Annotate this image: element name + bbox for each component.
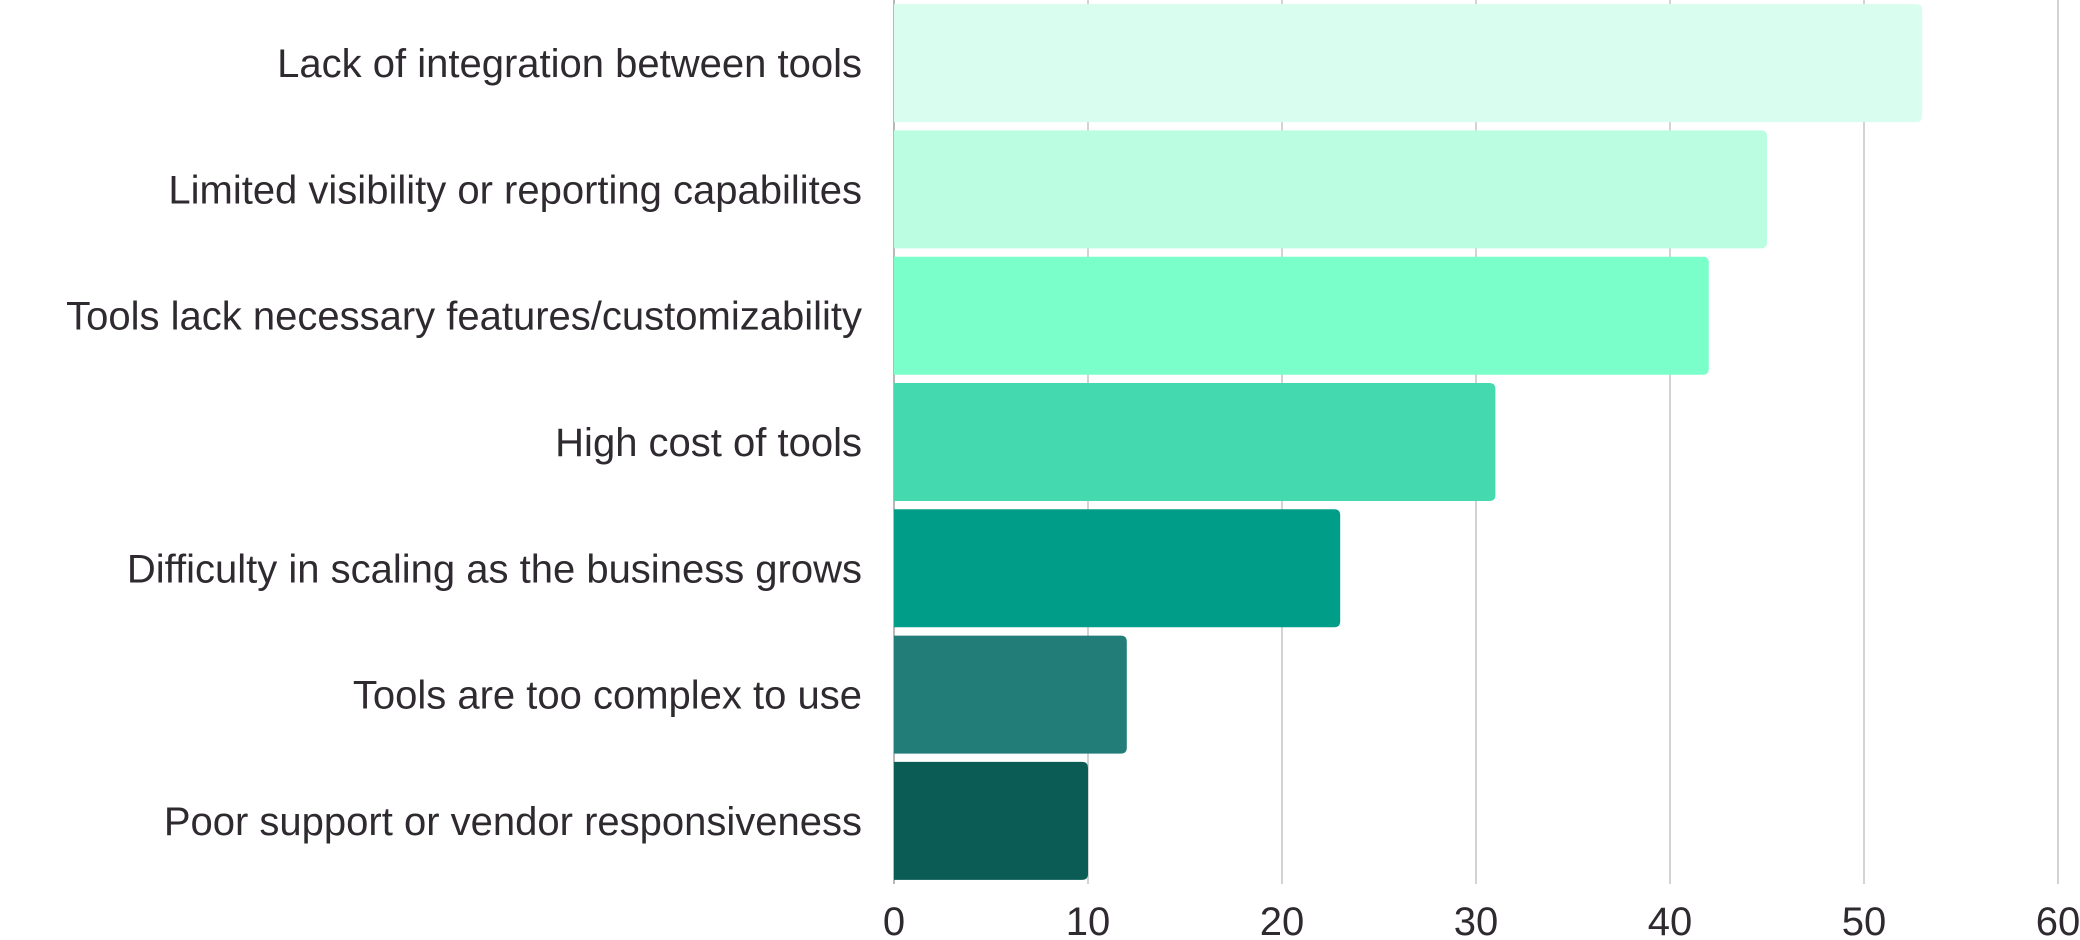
bar-1 xyxy=(894,4,1923,123)
x-tick-label-0: 0 xyxy=(883,900,905,940)
category-label-6: Tools are too complex to use xyxy=(353,674,862,718)
x-tick-label-60: 60 xyxy=(2036,900,2080,940)
category-label-7: Poor support or vendor responsiveness xyxy=(164,800,862,844)
category-label-3: Tools lack necessary features/customizab… xyxy=(66,295,862,339)
x-tick-label-10: 10 xyxy=(1066,900,1111,940)
x-tick-label-40: 40 xyxy=(1648,900,1693,940)
bar-6 xyxy=(894,635,1127,754)
x-axis-ticks: 0 10 20 30 40 50 60 xyxy=(883,900,2080,940)
bars xyxy=(894,4,1923,880)
bar-2 xyxy=(894,130,1767,249)
category-label-4: High cost of tools xyxy=(555,421,862,465)
category-label-2: Limited visibility or reporting capabili… xyxy=(168,168,862,212)
category-label-1: Lack of integration between tools xyxy=(277,42,862,86)
category-label-5: Difficulty in scaling as the business gr… xyxy=(127,547,862,591)
x-tick-label-50: 50 xyxy=(1842,900,1887,940)
x-tick-label-30: 30 xyxy=(1454,900,1499,940)
category-labels: Lack of integration between tools Limited… xyxy=(66,42,862,844)
bar-7 xyxy=(894,761,1088,880)
x-tick-label-20: 20 xyxy=(1260,900,1305,940)
bar-5 xyxy=(894,509,1341,628)
bar-3 xyxy=(894,256,1709,375)
bar-4 xyxy=(894,383,1496,501)
